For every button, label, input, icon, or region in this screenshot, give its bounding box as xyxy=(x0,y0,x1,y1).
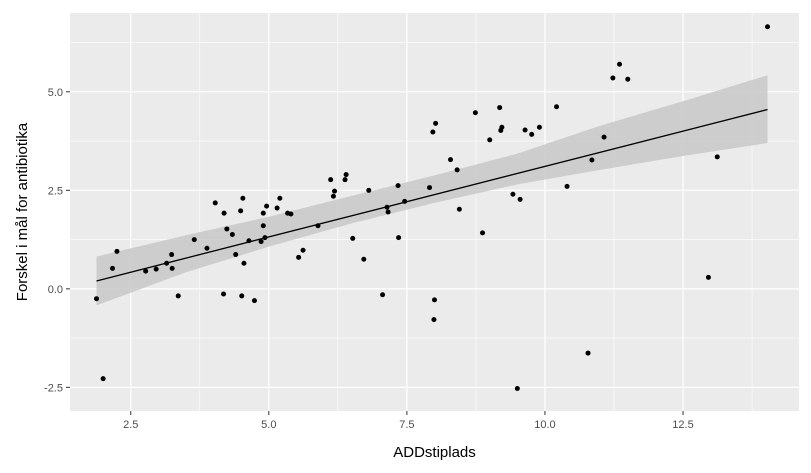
data-point xyxy=(153,266,159,272)
data-point xyxy=(625,76,631,82)
data-point xyxy=(714,154,720,160)
data-point xyxy=(510,191,516,197)
data-point xyxy=(204,245,210,251)
data-point xyxy=(240,195,246,201)
data-point xyxy=(260,210,266,216)
data-point xyxy=(110,265,116,271)
confidence-ribbon xyxy=(96,75,768,306)
data-point xyxy=(328,177,334,183)
data-point xyxy=(385,209,391,215)
data-point xyxy=(169,265,175,271)
data-point xyxy=(589,157,595,163)
data-point xyxy=(251,298,257,304)
data-point xyxy=(191,237,197,243)
data-point xyxy=(169,252,175,258)
y-axis-title: Forskel i mål for antibiotika xyxy=(14,122,31,301)
data-point xyxy=(472,110,478,116)
data-point xyxy=(499,124,505,130)
data-point xyxy=(260,223,266,229)
data-point xyxy=(456,206,462,212)
data-point xyxy=(395,183,401,189)
data-point xyxy=(274,205,280,211)
data-point xyxy=(288,211,294,217)
data-point xyxy=(536,124,542,130)
data-point xyxy=(610,75,616,81)
data-point xyxy=(221,210,227,216)
data-point xyxy=(229,231,235,237)
data-point xyxy=(366,187,372,193)
data-point xyxy=(585,350,591,356)
y-tick-label: -2.5 xyxy=(44,382,63,394)
data-point xyxy=(350,235,356,241)
data-point xyxy=(361,256,367,262)
data-point xyxy=(380,292,386,298)
x-tick-label: 2.5 xyxy=(123,419,138,431)
data-point xyxy=(617,61,623,67)
data-point xyxy=(143,268,149,274)
data-point xyxy=(765,24,771,30)
data-point xyxy=(564,183,570,189)
x-tick-label: 12.5 xyxy=(672,419,693,431)
data-point xyxy=(175,293,181,299)
data-point xyxy=(221,291,227,297)
data-point xyxy=(224,226,230,232)
y-tick-label: 0.0 xyxy=(48,284,63,296)
data-point xyxy=(514,386,520,392)
data-point xyxy=(277,195,283,201)
x-tick-label: 7.5 xyxy=(399,419,414,431)
data-point xyxy=(330,193,336,199)
data-point xyxy=(239,293,245,299)
data-point xyxy=(529,131,535,137)
data-point xyxy=(517,196,523,202)
data-point xyxy=(241,260,247,266)
plot-panel xyxy=(70,13,799,411)
regression-line xyxy=(96,108,768,282)
data-point xyxy=(114,248,120,254)
data-point xyxy=(433,120,439,126)
data-point xyxy=(296,254,302,260)
y-tick-label: 2.5 xyxy=(48,185,63,197)
data-point xyxy=(705,274,711,280)
data-point xyxy=(554,104,560,110)
data-point xyxy=(601,134,607,140)
data-point xyxy=(343,172,349,178)
data-point xyxy=(431,317,437,323)
data-point xyxy=(522,127,528,133)
data-point xyxy=(238,208,244,214)
data-point xyxy=(342,177,348,183)
data-point xyxy=(430,129,436,135)
x-tick-label: 5.0 xyxy=(261,419,276,431)
data-point xyxy=(454,167,460,173)
data-point xyxy=(497,105,503,111)
data-point xyxy=(300,247,306,253)
x-tick-label: 10.0 xyxy=(534,419,555,431)
data-point xyxy=(94,296,100,302)
data-point xyxy=(427,185,433,191)
data-point xyxy=(100,376,106,382)
y-tick-label: 5.0 xyxy=(48,87,63,99)
data-point xyxy=(233,252,239,258)
data-point xyxy=(487,137,493,143)
data-point xyxy=(258,239,264,245)
data-point xyxy=(332,188,338,194)
y-axis-ticks: -2.5 0.0 2.5 5.0 xyxy=(44,87,70,394)
x-axis-title: ADDstiplads xyxy=(393,444,476,461)
data-point xyxy=(432,297,437,303)
data-points xyxy=(94,24,771,392)
data-point xyxy=(264,203,270,209)
data-point xyxy=(396,235,402,241)
data-point xyxy=(480,230,486,236)
x-axis-ticks: 2.5 5.0 7.5 10.0 12.5 xyxy=(123,411,694,431)
data-point xyxy=(212,200,218,206)
data-point xyxy=(448,157,454,163)
